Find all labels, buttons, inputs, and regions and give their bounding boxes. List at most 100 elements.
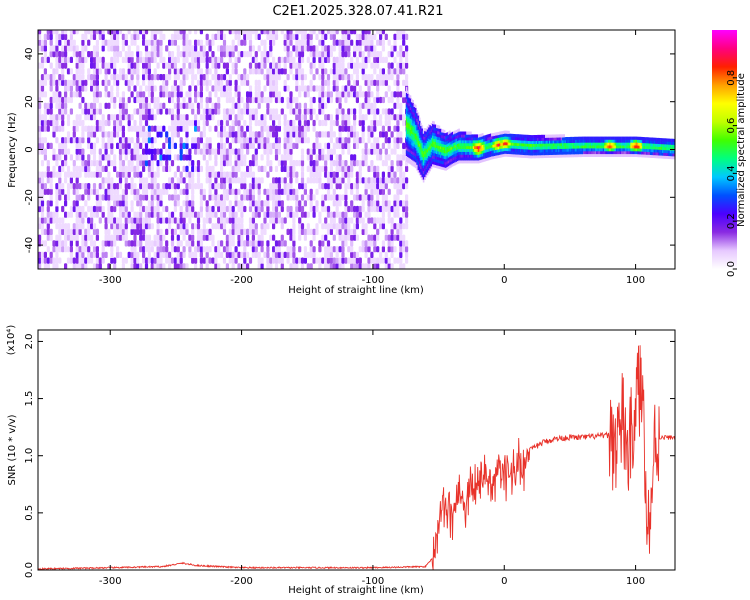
heatmap-cell bbox=[165, 240, 169, 247]
heatmap-cell bbox=[409, 149, 412, 153]
heatmap-cell bbox=[127, 148, 131, 155]
heatmap-cell bbox=[510, 136, 513, 140]
heatmap-cell bbox=[411, 113, 413, 117]
heatmap-cell bbox=[208, 205, 212, 213]
heatmap-cell bbox=[329, 125, 333, 132]
heatmap-cell bbox=[298, 45, 302, 52]
heatmap-cell bbox=[170, 125, 175, 132]
heatmap-cell bbox=[55, 39, 59, 46]
heatmap-cell bbox=[501, 148, 504, 152]
heatmap-cell bbox=[577, 145, 580, 149]
heatmap-cell bbox=[548, 137, 551, 141]
heatmap-cell bbox=[504, 136, 506, 140]
heatmap-cell bbox=[72, 131, 76, 138]
heatmap-cell bbox=[121, 263, 125, 269]
heatmap-cell bbox=[396, 188, 400, 195]
heatmap-cell bbox=[295, 194, 299, 201]
heatmap-cell bbox=[513, 136, 516, 141]
heatmap-cell bbox=[101, 246, 105, 253]
heatmap-cell bbox=[326, 211, 331, 218]
heatmap-cell bbox=[69, 257, 73, 264]
heatmap-cell bbox=[272, 194, 276, 201]
heatmap-cell bbox=[411, 133, 413, 137]
heatmap-cell bbox=[90, 188, 94, 195]
heatmap-cell bbox=[405, 194, 409, 201]
heatmap-cell bbox=[248, 228, 253, 235]
heatmap-cell bbox=[66, 56, 71, 63]
heatmap-cell bbox=[580, 136, 582, 140]
heatmap-cell bbox=[251, 183, 255, 190]
heatmap-cell bbox=[55, 234, 59, 241]
heatmap-cell bbox=[467, 157, 470, 161]
heatmap-cell bbox=[78, 211, 82, 218]
heatmap-cell bbox=[560, 137, 563, 141]
heatmap-cell bbox=[165, 165, 169, 172]
heatmap-cell bbox=[243, 263, 247, 269]
heatmap-cell bbox=[522, 140, 525, 144]
heatmap-cell bbox=[95, 165, 99, 172]
heatmap-cell bbox=[476, 154, 479, 158]
heatmap-cell bbox=[81, 108, 85, 115]
heatmap-cell bbox=[396, 74, 400, 81]
heatmap-cell bbox=[248, 223, 253, 230]
heatmap-cell bbox=[338, 154, 342, 161]
heatmap-cell bbox=[246, 234, 250, 241]
heatmap-cell bbox=[455, 150, 458, 154]
heatmap-cell bbox=[425, 131, 428, 135]
heatmap-cell bbox=[329, 246, 333, 253]
heatmap-cell bbox=[66, 234, 71, 241]
heatmap-cell bbox=[547, 137, 550, 141]
heatmap-cell bbox=[483, 144, 485, 148]
heatmap-cell bbox=[277, 160, 281, 167]
heatmap-cell bbox=[364, 160, 368, 167]
heatmap-cell bbox=[150, 194, 154, 201]
heatmap-cell bbox=[72, 188, 76, 195]
heatmap-cell bbox=[205, 79, 209, 86]
heatmap-cell bbox=[513, 142, 516, 146]
heatmap-cell bbox=[188, 91, 192, 98]
heatmap-cell bbox=[324, 194, 328, 201]
heatmap-cell bbox=[489, 150, 492, 155]
heatmap-cell bbox=[381, 194, 385, 201]
heatmap-cell bbox=[300, 125, 305, 132]
heatmap-cell bbox=[292, 223, 296, 230]
heatmap-cell bbox=[324, 234, 328, 241]
heatmap-cell bbox=[58, 33, 62, 40]
heatmap-cell bbox=[533, 149, 535, 153]
heatmap-cell bbox=[411, 102, 413, 106]
heatmap-cell bbox=[43, 45, 47, 52]
heatmap-cell bbox=[38, 148, 42, 155]
heatmap-cell bbox=[416, 124, 418, 128]
heatmap-cell bbox=[147, 114, 151, 121]
heatmap-cell bbox=[344, 183, 348, 190]
heatmap-cell bbox=[433, 161, 435, 165]
heatmap-cell bbox=[118, 223, 123, 230]
heatmap-cell bbox=[136, 56, 140, 63]
heatmap-cell bbox=[376, 177, 380, 184]
heatmap-cell bbox=[451, 137, 454, 141]
heatmap-cell bbox=[208, 154, 212, 161]
heatmap-cell bbox=[335, 228, 339, 235]
heatmap-cell bbox=[188, 217, 192, 224]
heatmap-cell bbox=[350, 246, 354, 253]
heatmap-cell bbox=[463, 137, 466, 141]
heatmap-cell bbox=[446, 155, 449, 159]
heatmap-cell bbox=[338, 137, 342, 144]
heatmap-cell bbox=[52, 30, 56, 35]
heatmap-cell bbox=[450, 135, 452, 139]
heatmap-cell bbox=[191, 223, 195, 230]
heatmap-cell bbox=[475, 151, 477, 155]
heatmap-cell bbox=[341, 114, 345, 121]
heatmap-cell bbox=[142, 39, 146, 46]
heatmap-cell bbox=[260, 91, 264, 98]
heatmap-cell bbox=[376, 137, 380, 144]
heatmap-cell bbox=[471, 143, 473, 147]
heatmap-cell bbox=[324, 131, 328, 138]
heatmap-cell bbox=[480, 150, 483, 154]
heatmap-cell bbox=[358, 205, 362, 213]
heatmap-cell bbox=[153, 263, 157, 269]
heatmap-cell bbox=[124, 200, 128, 207]
heatmap-cell bbox=[61, 96, 65, 104]
heatmap-cell bbox=[248, 91, 253, 98]
heatmap-cell bbox=[425, 154, 428, 158]
